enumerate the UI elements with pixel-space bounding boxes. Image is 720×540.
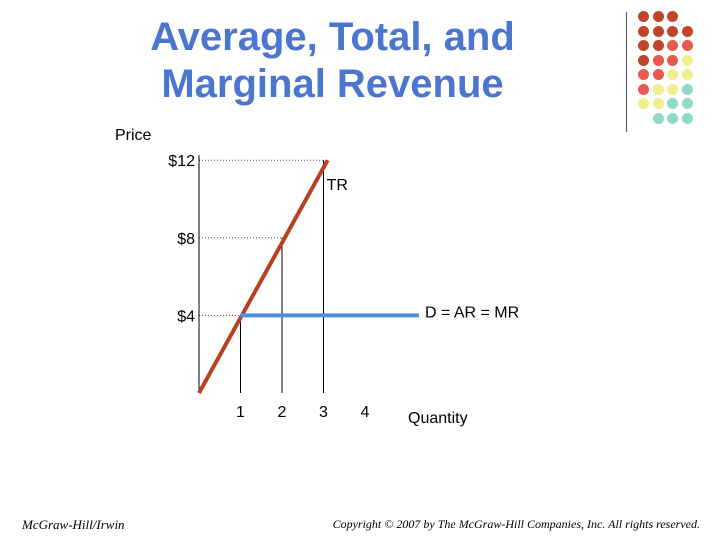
decorative-dot	[652, 98, 664, 109]
decorative-dot	[667, 40, 678, 51]
y-axis-label: Price	[115, 127, 152, 144]
decorative-dot	[652, 54, 664, 66]
x-axis-label: Quantity	[408, 410, 468, 427]
decorative-dot	[667, 112, 678, 124]
decorative-dot	[681, 112, 693, 124]
decorative-dot	[638, 54, 649, 66]
y-tick-label: $4	[177, 308, 195, 325]
decorative-dot	[638, 98, 649, 109]
x-tick-label: 2	[278, 404, 287, 421]
publisher-footer: McGraw-Hill/Irwin	[22, 517, 125, 532]
x-tick-label: 4	[361, 404, 370, 421]
decorative-dot	[681, 69, 693, 80]
decorative-dot	[681, 40, 693, 51]
decorative-dot	[652, 69, 664, 80]
decorative-dot	[638, 69, 649, 80]
x-tick-labels: 1 2 3 4	[236, 404, 370, 421]
decorative-dot	[638, 40, 649, 51]
y-tick-labels: $12 $8 $4	[168, 153, 195, 325]
decorative-divider	[626, 12, 627, 132]
x-tick-label: 3	[319, 404, 328, 421]
decorative-dot	[667, 54, 678, 66]
demand-label: D = AR = MR	[425, 304, 519, 321]
series-layer	[197, 159, 419, 394]
decorative-dot	[652, 112, 664, 124]
decorative-dot	[652, 40, 664, 51]
guide-lines	[199, 159, 324, 393]
decorative-dot	[638, 83, 649, 95]
decorative-dot	[638, 25, 649, 37]
x-tick-label: 1	[236, 404, 245, 421]
decorative-dot	[681, 98, 693, 109]
decorative-dot	[667, 83, 678, 95]
decorative-dot	[681, 54, 693, 66]
tr-line	[197, 159, 330, 394]
decorative-dot	[667, 98, 678, 109]
decorative-dot	[667, 11, 678, 22]
decorative-dot	[667, 25, 678, 37]
decorative-dot	[681, 25, 693, 37]
copyright-footer: Copyright © 2007 by The McGraw-Hill Comp…	[332, 517, 700, 531]
title-line-1: Average, Total, and	[150, 15, 515, 59]
y-tick-label: $8	[177, 231, 195, 248]
title-line-2: Marginal Revenue	[161, 62, 504, 106]
decorative-dot	[681, 83, 693, 95]
tr-label: TR	[327, 177, 348, 194]
decorative-dot	[652, 11, 664, 22]
decorative-dot	[652, 83, 664, 95]
slide-title: Average, Total, and Marginal Revenue	[100, 14, 565, 108]
series-labels: TR D = AR = MR	[327, 177, 520, 321]
decorative-dot	[638, 11, 649, 22]
decorative-dot	[652, 25, 664, 37]
decorative-dot	[667, 69, 678, 80]
y-tick-label: $12	[168, 153, 195, 170]
